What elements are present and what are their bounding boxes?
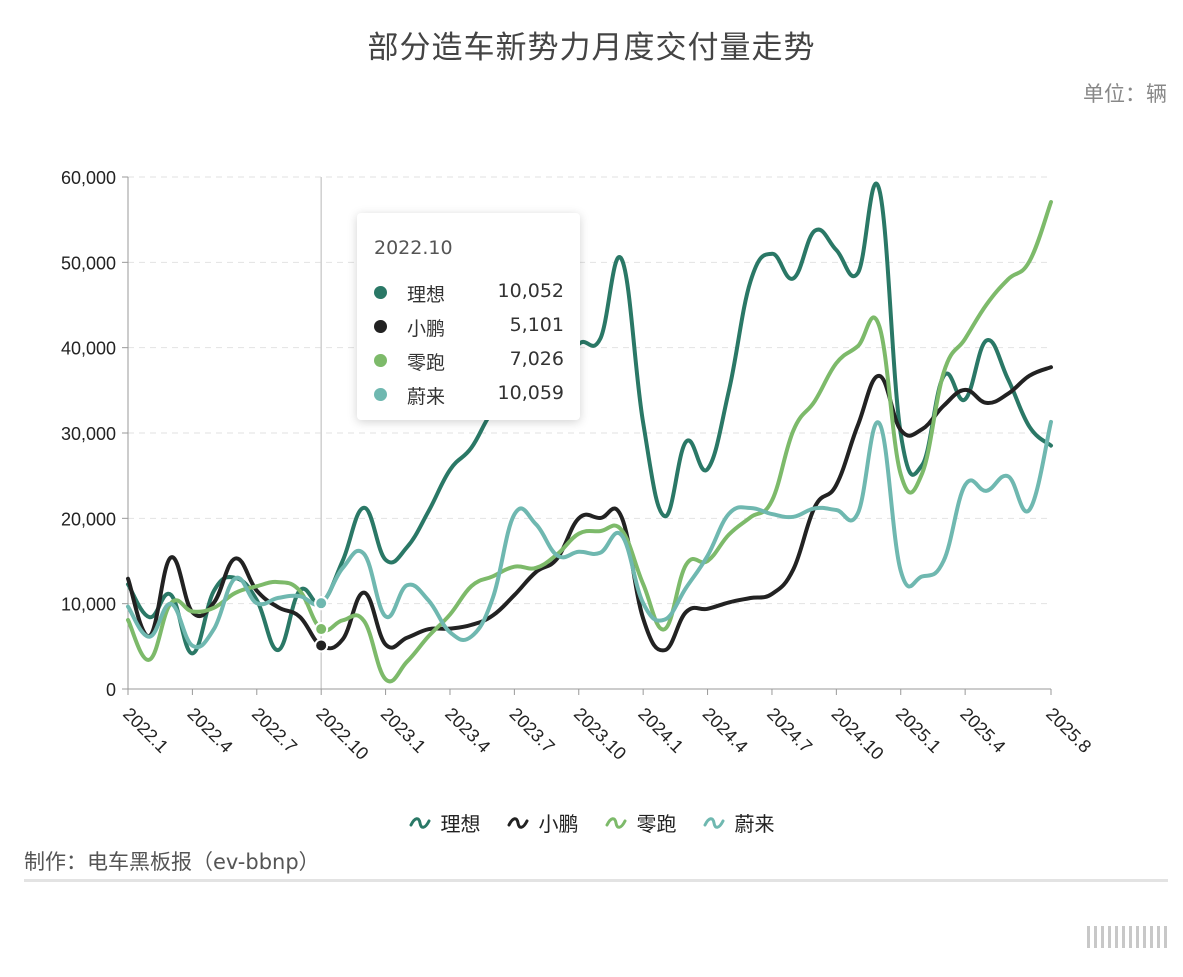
tooltip-dot-xpeng bbox=[374, 320, 387, 333]
x-tick-label: 2023.1 bbox=[377, 704, 430, 757]
legend-wave-icon bbox=[605, 816, 627, 830]
unit-label: 单位：辆 bbox=[1083, 82, 1167, 106]
tooltip-title: 2022.10 bbox=[374, 237, 453, 259]
y-axis: 0 10,000 20,000 30,000 40,000 50,000 60,000 bbox=[61, 168, 129, 700]
legend-wave-icon bbox=[703, 816, 725, 830]
series-line-3 bbox=[126, 419, 1053, 650]
y-tick-label: 50,000 bbox=[61, 253, 116, 273]
x-tick-label: 2024.1 bbox=[634, 704, 687, 757]
highlight-markers bbox=[314, 596, 329, 653]
tooltip-value-lixiang: 10,052 bbox=[497, 280, 564, 302]
line-chart: 0 10,000 20,000 30,000 40,000 50,000 60,000 20… bbox=[61, 168, 1095, 764]
tooltip: 2022.10 理想 10,052 小鹏 5,101 零跑 7,026 蔚来 1… bbox=[357, 213, 580, 420]
highlight-point-2 bbox=[314, 622, 329, 637]
legend-label: 小鹏 bbox=[538, 812, 579, 836]
x-tick-label: 2023.10 bbox=[570, 704, 630, 764]
legend: 理想 小鹏 零跑 蔚来 bbox=[0, 808, 1183, 837]
legend-item-xpeng[interactable]: 小鹏 bbox=[507, 808, 579, 837]
credit-text: 制作：电车黑板报（ev-bbnp） bbox=[24, 850, 320, 874]
x-tick-label: 2023.4 bbox=[441, 704, 494, 757]
legend-label: 蔚来 bbox=[734, 812, 775, 836]
tooltip-dot-nio bbox=[374, 388, 387, 401]
x-tick-label: 2022.10 bbox=[312, 704, 372, 764]
y-tick-label: 40,000 bbox=[61, 339, 116, 359]
y-tick-label: 10,000 bbox=[61, 595, 116, 615]
highlight-point-1 bbox=[314, 638, 329, 653]
y-tick-label: 0 bbox=[106, 680, 116, 700]
x-tick-label: 2023.7 bbox=[506, 704, 559, 757]
tooltip-dot-lixiang bbox=[374, 286, 387, 299]
x-tick-label: 2022.7 bbox=[248, 704, 301, 757]
legend-label: 理想 bbox=[440, 812, 481, 836]
x-tick-label: 2024.4 bbox=[699, 704, 752, 757]
highlight-point-3 bbox=[314, 596, 329, 611]
tooltip-value-nio: 10,059 bbox=[497, 382, 564, 404]
x-tick-label: 2025.4 bbox=[956, 704, 1009, 757]
legend-item-nio[interactable]: 蔚来 bbox=[703, 808, 775, 837]
tooltip-value-xpeng: 5,101 bbox=[509, 314, 564, 336]
divider bbox=[24, 879, 1168, 882]
x-tick-label: 2024.10 bbox=[828, 704, 888, 764]
y-tick-label: 60,000 bbox=[61, 168, 116, 188]
series-line-0 bbox=[126, 181, 1053, 656]
x-tick-label: 2025.1 bbox=[892, 704, 945, 757]
x-tick-label: 2022.4 bbox=[184, 704, 237, 757]
series-lines bbox=[126, 181, 1053, 684]
legend-wave-icon bbox=[409, 816, 431, 830]
legend-wave-icon bbox=[507, 816, 529, 830]
tooltip-name-xpeng: 小鹏 bbox=[407, 318, 446, 340]
tooltip-name-lixiang: 理想 bbox=[407, 284, 446, 306]
watermark-logo bbox=[1087, 926, 1167, 948]
series-line-2 bbox=[126, 200, 1053, 684]
x-axis: 2022.1 2022.4 2022.7 2022.10 2023.1 2023.4 202… bbox=[119, 688, 1095, 764]
x-tick-label: 2025.8 bbox=[1042, 704, 1095, 757]
tooltip-value-leapmotor: 7,026 bbox=[509, 348, 564, 370]
x-tick-label: 2024.7 bbox=[763, 704, 816, 757]
legend-item-leapmotor[interactable]: 零跑 bbox=[605, 808, 677, 837]
tooltip-row-nio: 蔚来 10,059 bbox=[374, 381, 564, 411]
x-tick-label: 2022.1 bbox=[119, 704, 172, 757]
y-tick-label: 30,000 bbox=[61, 424, 116, 444]
legend-item-lixiang[interactable]: 理想 bbox=[409, 808, 481, 837]
tooltip-dot-leapmotor bbox=[374, 354, 387, 367]
legend-label: 零跑 bbox=[636, 812, 677, 836]
tooltip-name-nio: 蔚来 bbox=[407, 386, 446, 408]
tooltip-row-lixiang: 理想 10,052 bbox=[374, 279, 564, 309]
tooltip-name-leapmotor: 零跑 bbox=[407, 352, 446, 374]
y-tick-label: 20,000 bbox=[61, 509, 116, 529]
tooltip-row-xpeng: 小鹏 5,101 bbox=[374, 313, 564, 343]
chart-title: 部分造车新势力月度交付量走势 bbox=[367, 30, 816, 66]
series-line-1 bbox=[126, 365, 1053, 653]
tooltip-row-leapmotor: 零跑 7,026 bbox=[374, 347, 564, 377]
